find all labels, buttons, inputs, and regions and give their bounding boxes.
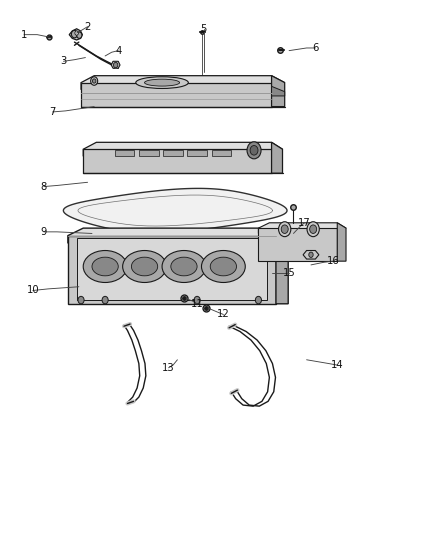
Polygon shape [276,228,288,304]
Polygon shape [77,238,267,300]
Ellipse shape [92,257,118,276]
Polygon shape [69,29,82,40]
Polygon shape [81,76,285,90]
Circle shape [113,62,118,68]
Ellipse shape [83,251,127,282]
Circle shape [310,225,317,233]
Circle shape [309,252,313,257]
Polygon shape [115,150,134,156]
Circle shape [75,31,78,35]
Text: 12: 12 [217,310,230,319]
Text: 1: 1 [21,30,27,39]
Text: 2: 2 [85,22,91,31]
Polygon shape [258,228,337,261]
Ellipse shape [131,257,158,276]
Ellipse shape [210,257,237,276]
Circle shape [281,225,288,233]
Polygon shape [272,76,285,107]
Text: 10: 10 [27,286,39,295]
Polygon shape [64,188,287,233]
Text: 7: 7 [49,107,56,117]
Circle shape [102,296,108,304]
Circle shape [71,30,78,38]
Polygon shape [83,149,272,173]
Text: 6: 6 [312,43,318,53]
Text: 4: 4 [115,46,121,55]
Ellipse shape [201,251,245,282]
Text: 5: 5 [201,25,207,34]
Ellipse shape [145,79,180,86]
Polygon shape [81,83,272,107]
Ellipse shape [162,251,206,282]
Circle shape [247,142,261,159]
Polygon shape [111,61,120,68]
Polygon shape [68,228,288,243]
Circle shape [250,146,258,155]
Text: 17: 17 [298,218,311,228]
Circle shape [91,77,98,85]
Circle shape [92,79,96,83]
Circle shape [78,296,84,304]
Circle shape [77,32,82,38]
Polygon shape [337,223,346,261]
Polygon shape [139,150,159,156]
Ellipse shape [136,77,188,88]
Circle shape [194,296,200,304]
Text: 8: 8 [41,182,47,191]
Circle shape [279,222,291,237]
Polygon shape [303,251,319,259]
Ellipse shape [123,251,166,282]
Polygon shape [272,86,285,96]
Ellipse shape [171,257,197,276]
Polygon shape [212,150,231,156]
Text: 16: 16 [326,256,339,266]
Text: 9: 9 [41,227,47,237]
Circle shape [255,296,261,304]
Text: 15: 15 [283,268,296,278]
Polygon shape [68,236,276,304]
Polygon shape [272,142,283,173]
Polygon shape [83,142,283,156]
Text: 13: 13 [162,363,175,373]
Text: 3: 3 [60,56,67,66]
Text: 11: 11 [191,299,204,309]
Circle shape [307,222,319,237]
Text: 14: 14 [331,360,343,370]
Polygon shape [258,223,346,233]
Polygon shape [187,150,207,156]
Polygon shape [163,150,183,156]
